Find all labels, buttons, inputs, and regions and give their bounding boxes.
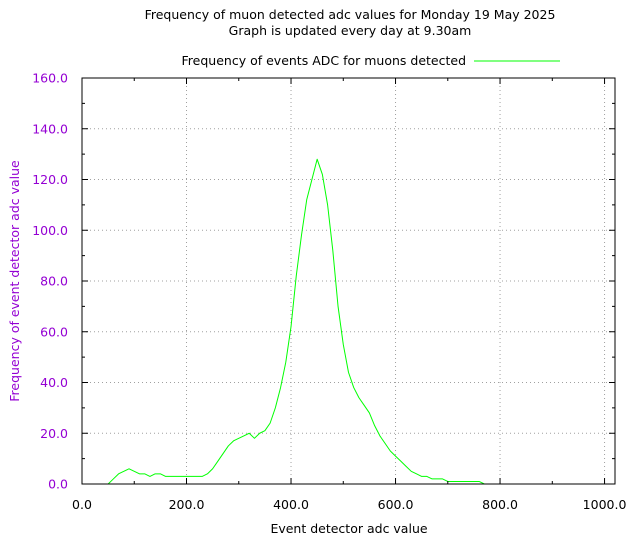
y-tick-label: 120.0: [32, 172, 68, 187]
series-line-0: [107, 158, 511, 485]
y-tick-label: 60.0: [40, 324, 68, 339]
x-tick-label: 1000.0: [583, 497, 627, 512]
plot-frame: [81, 77, 616, 485]
y-axis-label: Frequency of event detector adc value: [7, 160, 22, 402]
y-tick-label: 0.0: [48, 477, 68, 492]
grid: [82, 78, 615, 484]
x-tick-label: 200.0: [169, 497, 205, 512]
y-tick-label: 40.0: [40, 375, 68, 390]
y-tick-label: 100.0: [32, 223, 68, 238]
axis-ticks: [81, 77, 615, 485]
x-tick-label: 400.0: [273, 497, 309, 512]
y-tick-label: 20.0: [40, 426, 68, 441]
x-axis-label: Event detector adc value: [270, 521, 427, 536]
chart-title: Frequency of muon detected adc values fo…: [145, 7, 556, 22]
legend: Frequency of events ADC for muons detect…: [182, 53, 560, 68]
x-tick-label: 800.0: [482, 497, 518, 512]
legend-label: Frequency of events ADC for muons detect…: [182, 53, 466, 68]
y-tick-label: 80.0: [40, 274, 68, 289]
x-tick-label: 600.0: [378, 497, 414, 512]
series-group: [107, 158, 511, 485]
y-tick-label: 140.0: [32, 121, 68, 136]
x-tick-label: 0.0: [72, 497, 92, 512]
y-tick-label: 160.0: [32, 71, 68, 86]
chart-subtitle: Graph is updated every day at 9.30am: [229, 23, 472, 38]
